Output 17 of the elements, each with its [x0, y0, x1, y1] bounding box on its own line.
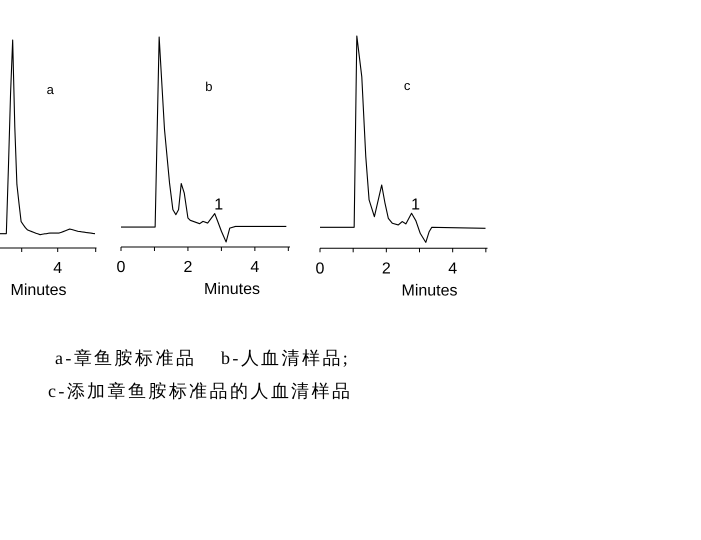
x-tick-label: 4: [250, 259, 260, 276]
text: b: [205, 79, 212, 94]
annotation: 1: [214, 196, 224, 214]
text: b-人血清样品;: [221, 348, 350, 368]
x-tick-label: 2: [183, 259, 192, 276]
x-tick-label: 0: [116, 259, 126, 276]
text: c: [404, 78, 411, 93]
text: c-添加章鱼胺标准品的人血清样品: [48, 381, 352, 401]
text: a: [46, 82, 55, 97]
x-axis-title: Minutes: [10, 282, 67, 299]
x-tick-label: 4: [448, 260, 458, 278]
x-axis-title: Minutes: [401, 282, 458, 300]
text: a-章鱼胺标准品: [55, 348, 196, 368]
x-tick-label: 2: [382, 260, 391, 278]
x-axis-title: Minutes: [204, 281, 260, 298]
annotation: 1: [411, 196, 420, 214]
x-tick-label: 0: [316, 260, 325, 278]
